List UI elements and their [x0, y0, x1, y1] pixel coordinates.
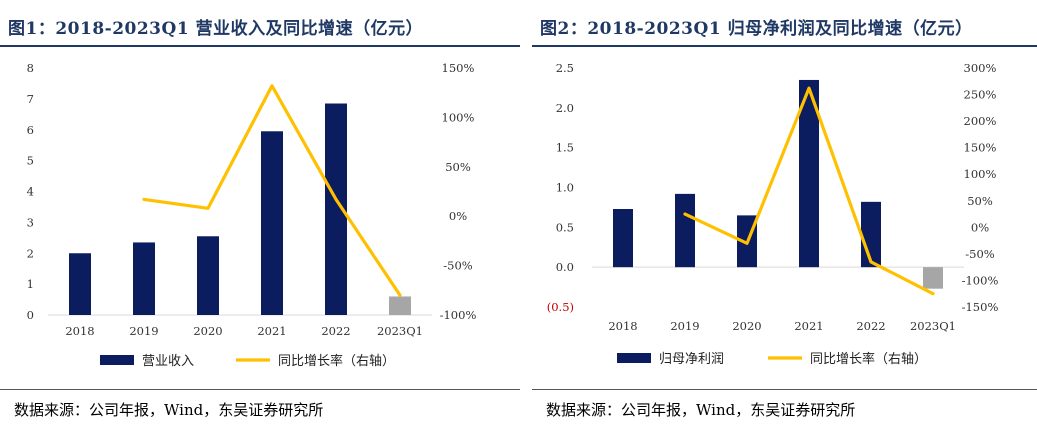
- right-axis-tick-label: 300%: [964, 61, 997, 75]
- category-label: 2021: [257, 324, 286, 338]
- category-label: 2022: [856, 319, 885, 333]
- legend-line-label: 同比增长率（右轴）: [278, 353, 395, 369]
- bar: [325, 103, 347, 315]
- legend-line-label: 同比增长率（右轴）: [810, 351, 927, 367]
- right-axis-tick-label: 100%: [964, 167, 997, 181]
- category-label: 2019: [129, 324, 158, 338]
- left-axis-tick-label: 1.5: [556, 141, 574, 155]
- left-axis-tick-label: 0.5: [556, 220, 574, 234]
- category-label: 2023Q1: [377, 324, 423, 338]
- left-axis-tick-label: 1.0: [556, 181, 574, 195]
- bar: [799, 79, 819, 268]
- right-axis-tick-label: -50%: [443, 259, 473, 273]
- figure-2-top-rule: [532, 45, 1037, 47]
- right-axis-tick-label: -150%: [962, 300, 999, 314]
- legend-bar-swatch: [100, 355, 134, 365]
- figure-1: 图1：2018-2023Q1 营业收入及同比增速（亿元） 0 1 2 3 4 5 6 7 8 -1…: [0, 19, 520, 419]
- right-axis-tick-label: 0%: [449, 209, 467, 223]
- bar: [133, 242, 155, 315]
- bar: [197, 236, 219, 315]
- left-axis-tick-label: 2.0: [556, 101, 574, 115]
- bar: [923, 267, 943, 289]
- bar: [261, 131, 283, 315]
- right-axis-tick-label: -100%: [962, 273, 999, 287]
- left-axis-tick-label: 7: [27, 92, 34, 106]
- category-label: 2022: [321, 324, 350, 338]
- figure-1-top-rule: [0, 45, 520, 47]
- right-axis-tick-label: 250%: [964, 88, 997, 102]
- right-axis-tick-label: -50%: [965, 247, 995, 261]
- left-axis-tick-label: 0: [27, 308, 34, 322]
- left-axis-tick-label: 8: [27, 61, 34, 75]
- figure-2-bottom-rule: [532, 389, 1037, 390]
- left-axis-tick-label: 6: [27, 123, 34, 137]
- figure-2: 图2：2018-2023Q1 归母净利润及同比增速（亿元） (0.5) 0.0 0.…: [532, 0, 1037, 442]
- category-label: 2020: [732, 319, 761, 333]
- left-axis-tick-label: 4: [27, 185, 34, 199]
- figure-2-chart: (0.5) 0.0 0.5 1.0 1.5 2.0 2.5 -150% -100% -50% 0% 5…: [547, 61, 999, 367]
- left-axis-tick-label: 0.0: [556, 260, 574, 274]
- right-axis-tick-label: 50%: [967, 194, 993, 208]
- legend-bar-swatch: [617, 353, 651, 363]
- legend-bar-label: 营业收入: [142, 354, 194, 369]
- category-label: 2023Q1: [910, 319, 956, 333]
- category-label: 2020: [193, 324, 222, 338]
- left-axis-tick-label: (0.5): [547, 300, 574, 314]
- bar: [675, 193, 695, 268]
- figure-1-title: 图1：2018-2023Q1 营业收入及同比增速（亿元）: [8, 19, 424, 39]
- bar: [69, 253, 91, 315]
- figure-1-source: 数据来源：公司年报，Wind，东吴证券研究所: [14, 401, 324, 419]
- category-label: 2018: [608, 319, 637, 333]
- left-axis-tick-label: 1: [27, 277, 34, 291]
- legend-bar-label: 归母净利润: [659, 352, 724, 367]
- figure-1-bottom-rule: [0, 389, 520, 390]
- category-label: 2021: [794, 319, 823, 333]
- right-axis-tick-label: 0%: [971, 220, 989, 234]
- left-axis-tick-label: 2.5: [556, 61, 574, 75]
- growth-line: [142, 84, 402, 297]
- right-axis-tick-label: 50%: [445, 160, 471, 174]
- growth-line: [683, 86, 935, 296]
- left-axis-tick-label: 3: [27, 215, 34, 229]
- right-axis-tick-label: 150%: [442, 61, 475, 75]
- category-label: 2019: [670, 319, 699, 333]
- bar: [613, 209, 633, 268]
- category-label: 2018: [65, 324, 94, 338]
- right-axis-tick-label: -100%: [440, 308, 477, 322]
- figure-2-title: 图2：2018-2023Q1 归母净利润及同比增速（亿元）: [540, 19, 973, 39]
- left-axis-tick-label: 5: [27, 154, 34, 168]
- right-axis-tick-label: 100%: [442, 110, 475, 124]
- right-axis-tick-label: 150%: [964, 141, 997, 155]
- figure-1-chart: 0 1 2 3 4 5 6 7 8 -100% -50% 0% 50% 100% 150% 2018 2019 2…: [27, 61, 477, 369]
- left-axis-tick-label: 2: [27, 246, 34, 260]
- figure-2-source: 数据来源：公司年报，Wind，东吴证券研究所: [546, 401, 856, 419]
- right-axis-tick-label: 200%: [964, 114, 997, 128]
- bar: [389, 296, 411, 315]
